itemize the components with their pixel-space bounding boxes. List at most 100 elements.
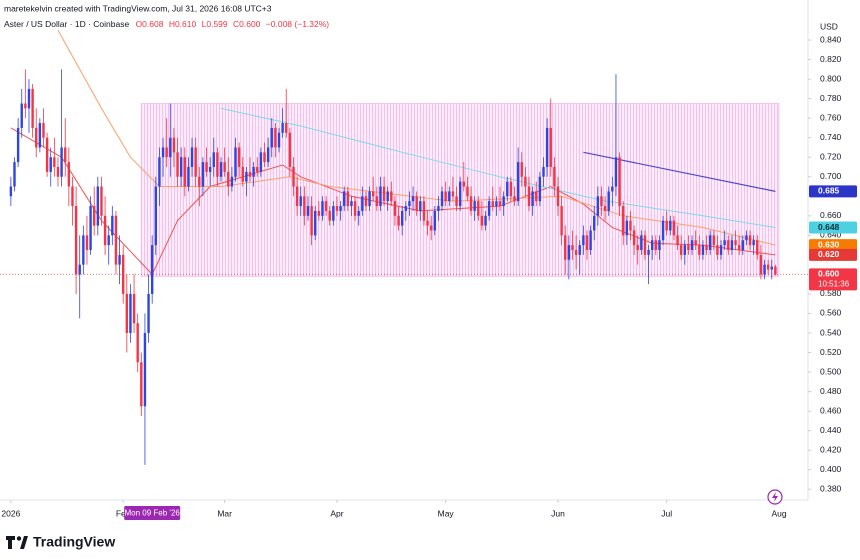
candle-body xyxy=(31,88,34,128)
candle-body xyxy=(9,186,13,197)
y-tick-label: 0.780 xyxy=(820,93,842,103)
candle-body xyxy=(227,171,230,187)
candle-body xyxy=(339,206,342,211)
price-label-bg xyxy=(809,221,857,234)
candle-body xyxy=(433,210,436,231)
candle-body xyxy=(111,215,114,236)
candle-body xyxy=(194,147,197,177)
indicator-line xyxy=(220,107,776,228)
indicator-line xyxy=(57,30,776,246)
candle-body xyxy=(183,157,186,187)
candle-body xyxy=(593,215,596,231)
y-tick-label: 0.760 xyxy=(820,112,842,122)
candle-body xyxy=(237,147,241,167)
currency-label: USD xyxy=(820,21,838,31)
candle-body xyxy=(549,127,552,167)
candle-body xyxy=(223,162,226,172)
x-tick-label: May xyxy=(438,508,455,518)
candle-body xyxy=(201,162,205,187)
candle-body xyxy=(632,230,636,246)
candle-body xyxy=(78,264,81,275)
candle-body xyxy=(172,137,176,153)
y-tick-label: 0.840 xyxy=(820,34,842,44)
y-tick-label: 0.440 xyxy=(820,425,842,435)
candle-body xyxy=(303,196,306,216)
x-tick-label: 2026 xyxy=(1,508,20,518)
candle-body xyxy=(502,196,505,207)
candle-body xyxy=(53,157,56,167)
candle-body xyxy=(596,196,600,216)
x-tick-label: Mar xyxy=(217,508,232,518)
candle-body xyxy=(625,220,629,236)
price-label-bg xyxy=(809,185,857,198)
price-label-bg xyxy=(809,239,857,252)
candle-body xyxy=(665,220,668,231)
candle-body xyxy=(176,152,179,177)
candle-body xyxy=(506,181,509,197)
candle-body xyxy=(607,191,610,211)
y-tick-label: 0.820 xyxy=(820,54,842,64)
candle-body xyxy=(705,245,708,250)
candle-body xyxy=(774,266,777,275)
candle-body xyxy=(730,240,734,250)
candle-body xyxy=(618,157,621,207)
x-tick-label: Jul xyxy=(661,508,672,518)
candle-body xyxy=(125,293,129,334)
candle-body xyxy=(13,162,16,187)
candle-body xyxy=(353,201,357,216)
candle-body xyxy=(67,162,71,187)
candle-body xyxy=(277,132,281,148)
candle-body xyxy=(397,215,400,226)
candle-body xyxy=(136,323,139,363)
alert-icon[interactable] xyxy=(767,489,783,505)
candle-body xyxy=(737,245,741,250)
candle-body xyxy=(679,245,683,255)
candle-body xyxy=(687,245,690,250)
candle-body xyxy=(408,201,411,207)
candle-body xyxy=(364,196,368,207)
candle-body xyxy=(466,186,469,197)
candle-body xyxy=(741,240,744,250)
candle-body xyxy=(208,166,212,172)
candle-body xyxy=(71,186,74,207)
candle-body xyxy=(393,201,397,216)
candle-body xyxy=(480,215,484,226)
candle-body xyxy=(270,127,273,148)
candle-body xyxy=(154,186,158,246)
candle-body xyxy=(158,157,161,187)
legend-change: −0.008 (−1.32%) xyxy=(266,19,329,29)
candle-body xyxy=(219,162,223,177)
candle-body xyxy=(100,186,103,216)
price-label: 0.685 xyxy=(818,186,840,196)
y-tick-label: 0.740 xyxy=(820,132,842,142)
candle-body xyxy=(335,206,339,211)
candle-body xyxy=(386,191,389,202)
candle-body xyxy=(361,196,364,211)
candle-body xyxy=(400,210,404,226)
candle-body xyxy=(560,206,563,236)
candle-body xyxy=(629,220,632,231)
candle-body xyxy=(343,191,346,207)
candle-body xyxy=(538,176,542,202)
candle-body xyxy=(169,137,172,158)
candle-body xyxy=(516,162,520,202)
candle-body xyxy=(404,206,408,211)
candle-body xyxy=(701,245,705,255)
candle-body xyxy=(74,206,78,275)
candle-body xyxy=(451,191,455,197)
candle-body xyxy=(190,147,194,167)
candle-body xyxy=(245,171,248,182)
legend-low: L0.599 xyxy=(202,19,228,29)
candle-body xyxy=(444,191,447,202)
y-tick-label: 0.500 xyxy=(820,366,842,376)
candle-body xyxy=(600,196,603,207)
y-tick-label: 0.540 xyxy=(820,327,842,337)
candle-body xyxy=(324,201,328,211)
candle-body xyxy=(248,171,252,177)
candle-body xyxy=(103,215,107,246)
candle-body xyxy=(259,152,263,172)
logo-t xyxy=(6,536,15,549)
candle-body xyxy=(654,240,658,250)
legend-close: C0.600 xyxy=(233,19,261,29)
